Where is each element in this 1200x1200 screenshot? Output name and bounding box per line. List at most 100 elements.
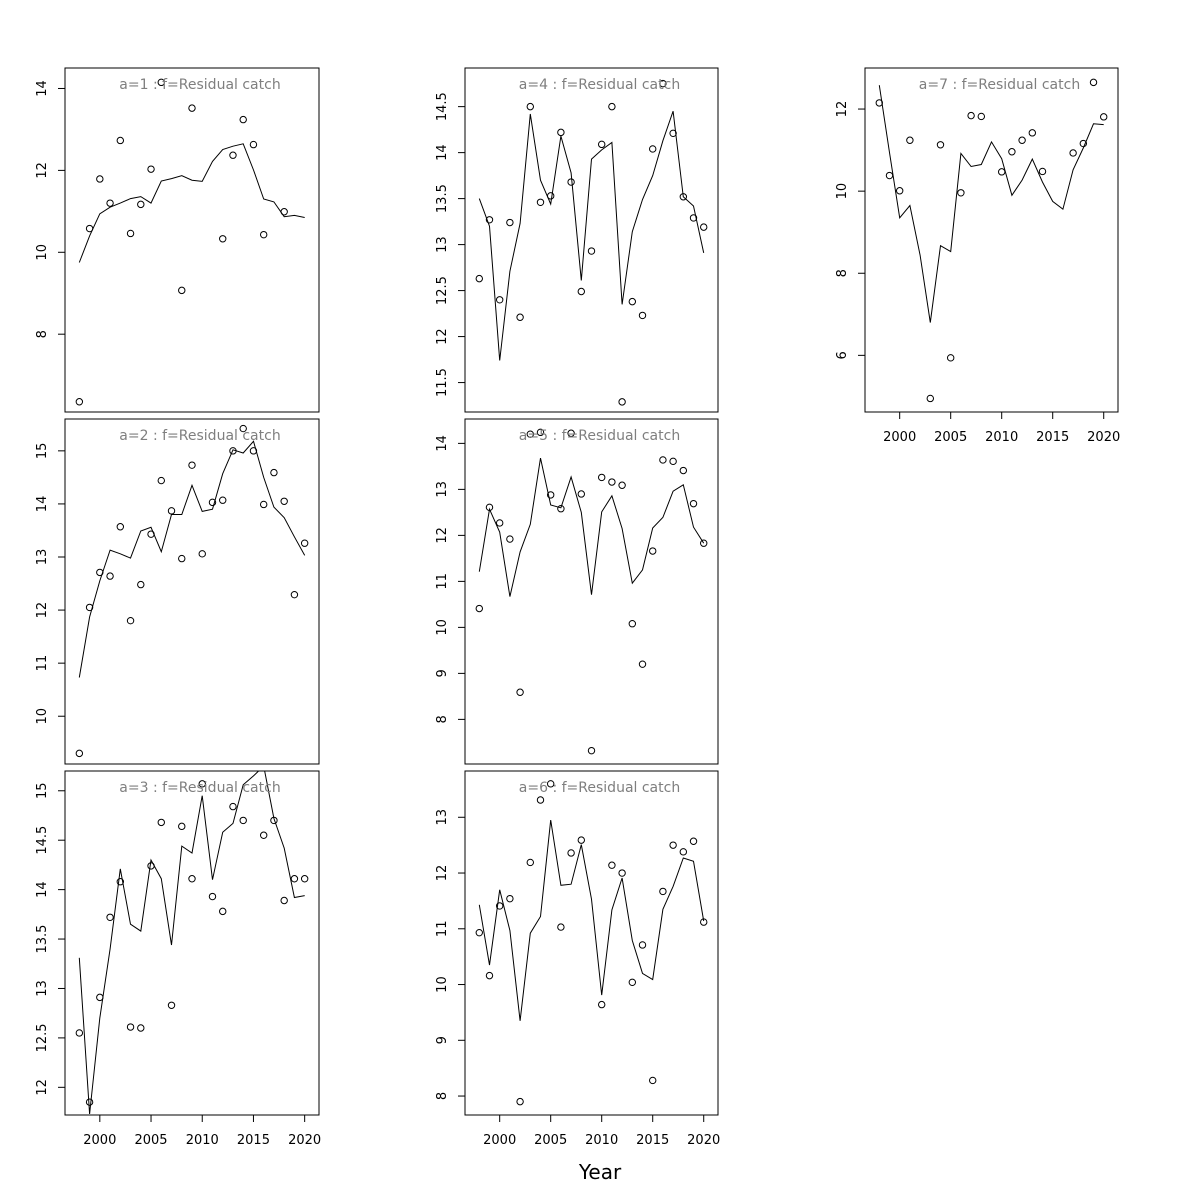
observed-point (116, 136, 125, 145)
observed-point (957, 189, 965, 197)
panel: 6 8 10 12 2000 2005 2010 2015 2020 a=7 : f=Residu… (835, 67, 1120, 445)
y-tick-label: 8 (435, 1092, 450, 1100)
panel-title: a=1 : f=Residual catch (119, 77, 280, 93)
y-tick-label: 13 (435, 236, 450, 253)
observed-point (516, 688, 524, 696)
y-tick-label: 14.5 (35, 826, 50, 855)
y-tick-label: 12 (35, 1079, 50, 1096)
y-tick-label: 13.5 (35, 925, 50, 954)
observed-point (475, 604, 483, 613)
fitted-line (878, 85, 1104, 323)
y-tick-label: 10 (835, 183, 850, 200)
y-tick-label: 14 (35, 496, 50, 513)
observed-point (126, 1023, 135, 1031)
observed-point (546, 780, 555, 788)
y-tick-label: 14.5 (435, 92, 450, 121)
observed-point (967, 111, 975, 120)
observed-point (96, 175, 104, 183)
observed-point (526, 102, 534, 111)
panel-frame (64, 67, 320, 413)
panel-frame (464, 770, 719, 1116)
observed-point (495, 519, 504, 527)
observed-point (587, 746, 596, 755)
observed-point (557, 923, 565, 931)
y-tick-label: 15 (35, 443, 50, 460)
x-axis-title: Year (578, 1160, 622, 1184)
observed-point (75, 398, 84, 406)
observed-point (577, 287, 585, 296)
observed-point (249, 140, 258, 149)
observed-point (85, 1098, 94, 1106)
y-tick-label: 13 (35, 980, 50, 997)
observed-point (85, 224, 94, 233)
panel-title: a=3 : f=Residual catch (119, 780, 280, 796)
observed-point (1100, 113, 1108, 121)
panel-title: a=2 : f=Residual catch (119, 428, 280, 444)
panel: 12 12.5 13 13.5 14 14.5 15 2000 2005 2010 2015 2020… (35, 770, 321, 1148)
x-tick-label: 2010 (585, 1133, 618, 1148)
observed-point (259, 230, 268, 239)
observed-point (638, 660, 647, 668)
observed-point (649, 145, 657, 153)
observed-point (628, 297, 637, 306)
x-tick-label: 2005 (534, 1133, 567, 1148)
observed-point (506, 894, 514, 903)
fitted-line (478, 820, 705, 1021)
observed-point (1018, 136, 1026, 144)
x-tick-label: 2010 (186, 1133, 219, 1148)
observed-point (557, 128, 565, 137)
observed-point (208, 892, 217, 901)
observed-point (926, 394, 934, 403)
observed-point (638, 311, 647, 320)
observed-point (259, 831, 268, 839)
observed-point (536, 198, 545, 206)
y-tick-label: 11.5 (435, 368, 450, 397)
observed-point (96, 993, 104, 1002)
fitted-line (78, 771, 305, 1115)
observed-point (157, 476, 165, 485)
y-tick-label: 12.5 (35, 1023, 50, 1052)
y-tick-label: 12 (435, 328, 450, 345)
fitted-line (78, 143, 305, 263)
observed-point (998, 168, 1006, 176)
panel-title: a=7 : f=Residual catch (919, 77, 1080, 93)
observed-point (167, 1001, 176, 1009)
observed-point (106, 913, 114, 921)
observed-point (106, 199, 114, 207)
observed-point (526, 430, 534, 438)
observed-point (178, 286, 186, 295)
x-tick-label: 2000 (483, 1133, 516, 1148)
observed-point (485, 216, 494, 224)
y-tick-label: 10 (35, 244, 50, 261)
observed-point (567, 178, 575, 186)
y-tick-label: 12 (35, 162, 50, 179)
observed-point (977, 112, 985, 121)
observed-point (536, 796, 545, 804)
observed-point (875, 99, 883, 107)
y-tick-label: 12.5 (435, 276, 450, 305)
observed-point (229, 802, 237, 811)
observed-point (300, 539, 309, 547)
observed-point (649, 547, 657, 555)
y-tick-label: 8 (35, 330, 50, 338)
observed-point (126, 616, 135, 625)
observed-point (75, 749, 84, 758)
observed-point (300, 875, 309, 883)
observed-point (516, 1097, 524, 1106)
observed-point (270, 468, 278, 477)
observed-point (280, 896, 288, 905)
observed-point (546, 192, 555, 200)
observed-point (280, 497, 288, 505)
y-tick-label: 10 (435, 619, 450, 636)
observed-point (249, 447, 258, 455)
y-tick-label: 13 (435, 809, 450, 826)
panel-frame (864, 67, 1119, 413)
observed-point (147, 530, 155, 538)
y-tick-label: 9 (435, 669, 450, 677)
observed-point (270, 816, 278, 825)
y-tick-label: 11 (435, 573, 450, 590)
observed-point (679, 466, 688, 475)
y-tick-label: 8 (435, 715, 450, 723)
x-tick-label: 2020 (288, 1133, 321, 1148)
observed-point (229, 447, 237, 455)
